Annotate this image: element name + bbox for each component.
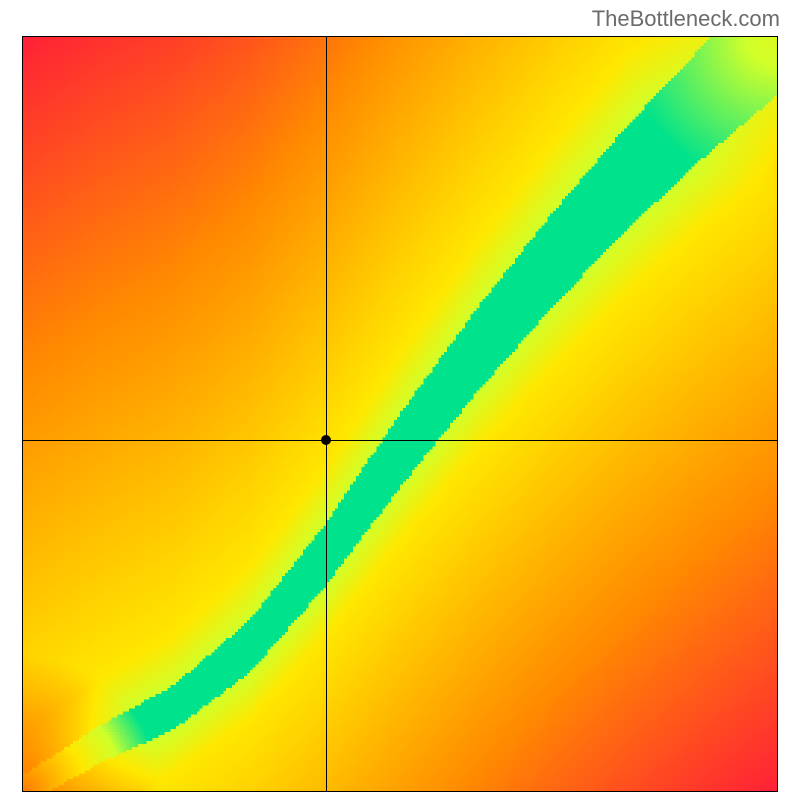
- crosshair-horizontal: [23, 440, 777, 441]
- heatmap-canvas: [23, 37, 777, 791]
- heatmap-chart: [22, 36, 778, 792]
- crosshair-marker: [321, 435, 331, 445]
- watermark-label: TheBottleneck.com: [592, 6, 780, 32]
- page-root: TheBottleneck.com: [0, 0, 800, 800]
- crosshair-vertical: [326, 37, 327, 791]
